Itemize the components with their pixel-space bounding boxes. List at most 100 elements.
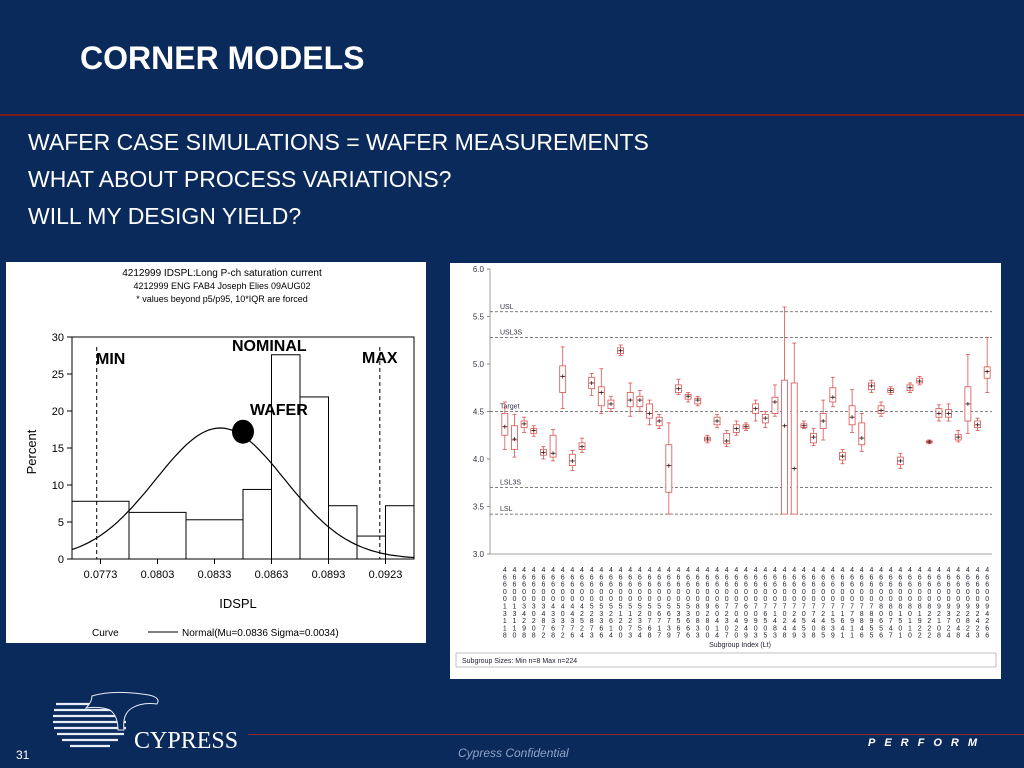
lot-id-digit: 7	[802, 604, 806, 611]
lot-id-digit: 4	[715, 567, 719, 574]
lot-id-digit: 9	[831, 633, 835, 640]
hist-y-tick-label: 10	[52, 480, 64, 492]
lot-id-digit: 6	[541, 582, 545, 589]
lot-id-digit: 7	[889, 633, 893, 640]
box-body	[646, 403, 653, 419]
lot-id-digit: 6	[889, 574, 893, 581]
lot-id-digit: 3	[628, 633, 632, 640]
lot-id-digit: 5	[590, 604, 594, 611]
lot-id-digit: 6	[715, 604, 719, 611]
box-y-tick-label: 6.0	[473, 265, 485, 274]
lot-id-digit: 6	[918, 574, 922, 581]
box-body	[723, 432, 731, 445]
box-footer-text: Subgroup Sizes: Min n=8 Max n=224	[462, 658, 577, 665]
lot-id-digit: 5	[821, 633, 825, 640]
lot-id-digit: 0	[850, 589, 854, 596]
wafer-point-marker	[232, 419, 254, 444]
lot-id-digit: 6	[879, 574, 883, 581]
lot-id-digit: 3	[503, 611, 507, 618]
lot-id-digit: 4	[541, 567, 545, 574]
box-y-tick-label: 5.0	[473, 360, 485, 369]
lot-id-digit: 0	[783, 611, 787, 618]
box-body	[829, 387, 837, 403]
box-body	[858, 422, 866, 446]
lot-id-digit: 0	[648, 596, 652, 603]
lot-id-digit: 0	[570, 589, 574, 596]
lot-id-digit: 6	[908, 582, 912, 589]
lot-id-digit: 0	[985, 589, 989, 596]
lot-id-digit: 7	[667, 618, 671, 625]
lot-id-digit: 8	[522, 633, 526, 640]
lot-id-digit: 6	[686, 618, 690, 625]
lot-id-digit: 0	[937, 589, 941, 596]
lot-id-digit: 5	[648, 604, 652, 611]
box-body	[790, 382, 798, 515]
hist-x-tick-label: 0.0863	[255, 569, 289, 581]
lot-id-digit: 2	[976, 611, 980, 618]
lot-id-digit: 3	[696, 625, 700, 632]
lot-id-digit: 6	[705, 582, 709, 589]
slide-title: CORNER MODELS	[80, 40, 365, 76]
lot-id-digit: 3	[551, 611, 555, 618]
lot-id-digit: 0	[792, 589, 796, 596]
reference-line-label: LSL	[500, 506, 513, 513]
lot-id-digit: 4	[956, 625, 960, 632]
lot-id-digit: 1	[831, 611, 835, 618]
lot-id-digit: 4	[677, 567, 681, 574]
lot-id-digit: 6	[677, 574, 681, 581]
lot-id-digit: 4	[927, 567, 931, 574]
lot-id-digit: 6	[667, 574, 671, 581]
lot-id-digit: 0	[561, 589, 565, 596]
lot-id-digit: 6	[619, 574, 623, 581]
lot-id-digit: 6	[734, 574, 738, 581]
lot-id-digit: 4	[937, 567, 941, 574]
lot-id-digit: 6	[860, 582, 864, 589]
lot-id-digit: 8	[918, 604, 922, 611]
lot-id-digit: 0	[513, 633, 517, 640]
lot-id-digit: 4	[503, 567, 507, 574]
lot-id-digit: 0	[985, 596, 989, 603]
lot-id-digit: 6	[609, 582, 613, 589]
lot-id-digit: 6	[802, 582, 806, 589]
lot-id-digit: 8	[879, 604, 883, 611]
lot-id-digit: 0	[763, 596, 767, 603]
lot-id-digit: 5	[763, 618, 767, 625]
hist-legend-label: Curve	[92, 628, 119, 639]
lot-id-digit: 2	[966, 625, 970, 632]
lot-id-digit: 4	[792, 618, 796, 625]
lot-id-digit: 1	[503, 618, 507, 625]
lot-id-digit: 0	[918, 589, 922, 596]
lot-id-digit: 6	[956, 574, 960, 581]
lot-id-digit: 0	[609, 589, 613, 596]
lot-id-digit: 0	[947, 596, 951, 603]
lot-id-digit: 0	[705, 633, 709, 640]
lot-id-digit: 4	[841, 567, 845, 574]
lot-id-digit: 8	[898, 604, 902, 611]
lot-id-digit: 0	[590, 596, 594, 603]
lot-id-digit: 6	[966, 574, 970, 581]
lot-id-digit: 5	[657, 604, 661, 611]
lot-id-digit: 0	[754, 596, 758, 603]
lot-id-digit: 9	[956, 604, 960, 611]
lot-id-digit: 7	[628, 625, 632, 632]
lot-id-digit: 2	[522, 618, 526, 625]
lot-id-digit: 4	[783, 625, 787, 632]
lot-id-digit: 6	[503, 574, 507, 581]
lot-id-digit: 6	[590, 574, 594, 581]
lot-id-digit: 4	[841, 625, 845, 632]
lot-id-digit: 8	[541, 618, 545, 625]
lot-id-digit: 6	[657, 574, 661, 581]
box-body	[781, 379, 788, 515]
hist-legend-text: Normal(Mu=0.0836 Sigma=0.0034)	[182, 628, 339, 639]
lot-id-digit: 3	[532, 604, 536, 611]
lot-id-digit: 1	[657, 625, 661, 632]
lot-id-digit: 1	[850, 633, 854, 640]
lot-id-digit: 0	[812, 589, 816, 596]
lot-id-digit: 2	[580, 611, 584, 618]
lot-id-digit: 0	[841, 589, 845, 596]
lot-id-digit: 6	[715, 574, 719, 581]
lot-id-digit: 0	[715, 596, 719, 603]
lot-id-digit: 9	[869, 618, 873, 625]
lot-id-digit: 6	[696, 574, 700, 581]
lot-id-digit: 1	[513, 625, 517, 632]
